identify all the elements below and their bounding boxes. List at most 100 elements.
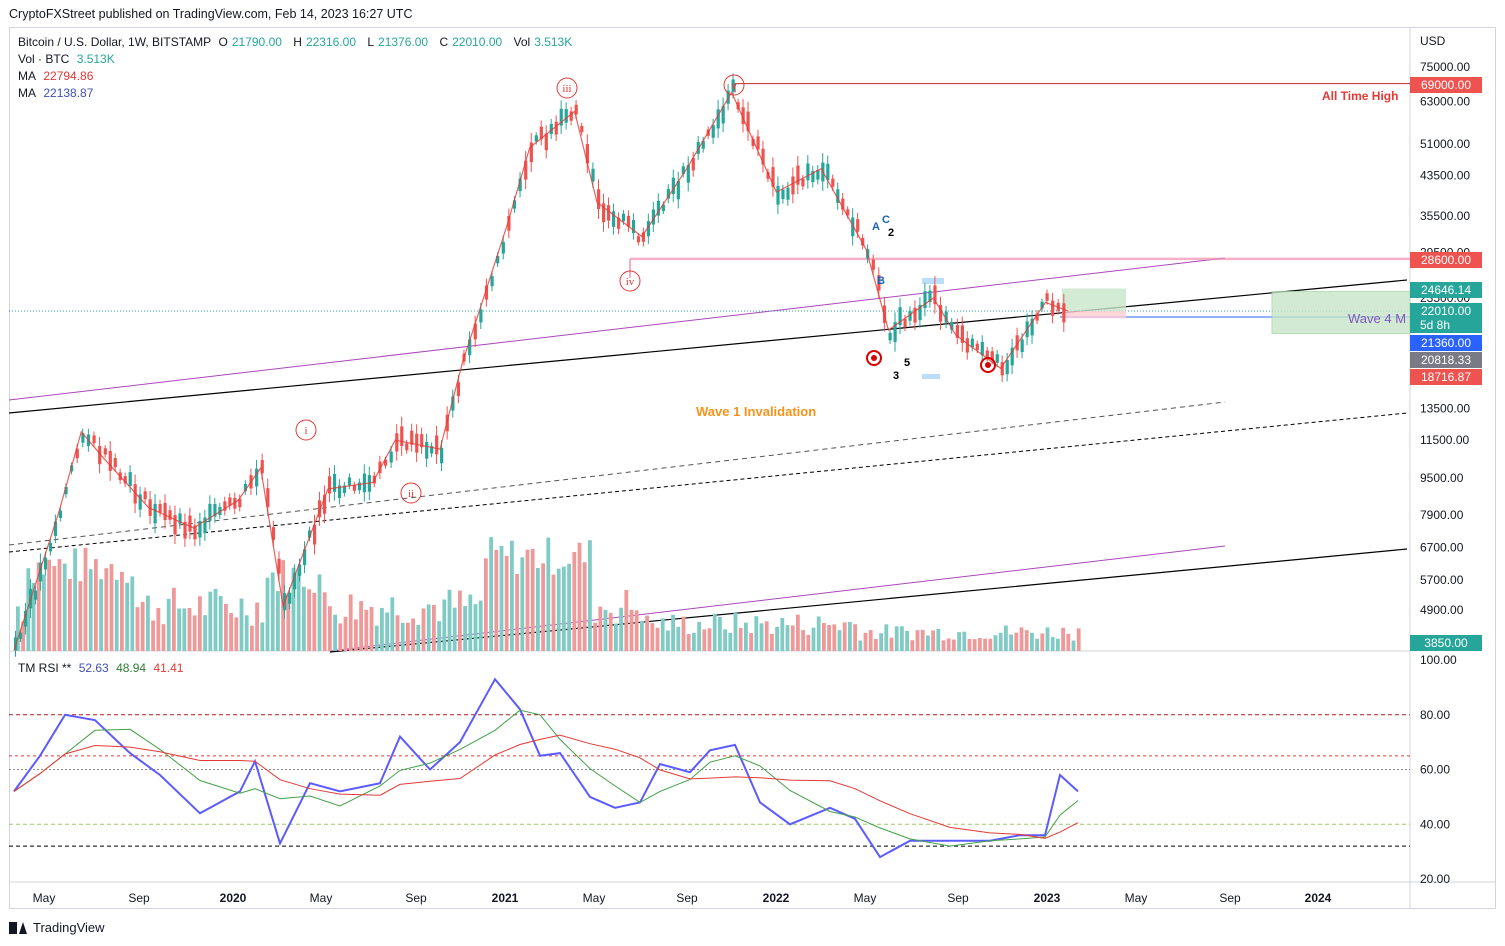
volume-bar bbox=[572, 552, 577, 651]
candle-body bbox=[317, 500, 322, 518]
time-tick: May bbox=[583, 891, 606, 905]
volume-bar bbox=[390, 597, 395, 651]
rsi-line bbox=[13, 677, 1079, 859]
volume-bar bbox=[686, 633, 691, 651]
candle-body bbox=[138, 494, 142, 510]
volume-bar bbox=[676, 626, 681, 651]
time-tick: May bbox=[33, 891, 56, 905]
volume-bar bbox=[556, 568, 561, 651]
volume-bar bbox=[458, 590, 462, 651]
volume-bar bbox=[166, 598, 171, 651]
volume-bar bbox=[229, 613, 233, 651]
candle-body bbox=[641, 232, 646, 242]
volume-bar bbox=[744, 622, 748, 651]
volume-bar bbox=[31, 582, 36, 651]
volume-bar bbox=[250, 625, 254, 651]
legend-ma2-label: MA bbox=[18, 86, 36, 100]
volume-bar bbox=[1061, 627, 1065, 651]
target-icon-center bbox=[985, 362, 991, 368]
price-tag-label: 24646.14 bbox=[1421, 283, 1471, 297]
volume-bar bbox=[853, 624, 857, 651]
candle-body bbox=[183, 521, 187, 539]
volume-bar bbox=[546, 537, 551, 651]
volume-bar bbox=[203, 615, 207, 651]
volume-bar bbox=[1004, 625, 1008, 651]
candle-body bbox=[950, 321, 954, 330]
candle-body bbox=[539, 126, 543, 140]
candle-body bbox=[918, 304, 922, 321]
candle-body bbox=[484, 285, 489, 300]
volume-bar bbox=[432, 604, 436, 651]
candle-body bbox=[307, 530, 312, 538]
candle-body bbox=[405, 443, 409, 451]
candle-body bbox=[985, 350, 989, 359]
candle-body bbox=[761, 148, 765, 165]
volume-bar bbox=[562, 566, 566, 651]
candle-body bbox=[490, 276, 494, 287]
candle-body bbox=[903, 318, 907, 327]
legend-ma2-value: 22138.87 bbox=[43, 86, 94, 100]
volume-bar bbox=[343, 616, 348, 651]
candle-body bbox=[631, 219, 636, 234]
volume-bar bbox=[364, 609, 369, 651]
candle-body bbox=[616, 217, 621, 229]
candle-body bbox=[303, 549, 307, 566]
volume-bar bbox=[328, 606, 332, 651]
candle-body bbox=[636, 236, 641, 243]
volume-bar bbox=[905, 630, 909, 651]
price-tag-bg bbox=[1410, 352, 1482, 368]
candle-body bbox=[389, 451, 393, 463]
time-tick: Sep bbox=[128, 891, 150, 905]
all-time-high-label: All Time High bbox=[1322, 89, 1398, 103]
footer[interactable]: TradingView bbox=[9, 920, 105, 935]
volume-bar bbox=[582, 562, 587, 651]
currency-label: USD bbox=[1420, 34, 1446, 48]
volume-bar bbox=[385, 612, 389, 651]
volume-bar bbox=[218, 596, 223, 651]
volume-bar bbox=[874, 639, 878, 651]
volume-bar bbox=[588, 540, 592, 651]
candle-body bbox=[913, 307, 917, 323]
candle-body bbox=[352, 484, 357, 491]
candle-body bbox=[332, 474, 337, 492]
volume-bar bbox=[322, 592, 327, 651]
candle-body bbox=[75, 448, 79, 459]
candle-body bbox=[756, 136, 760, 150]
volume-bar bbox=[848, 621, 852, 651]
volume-bar bbox=[208, 591, 213, 651]
volume-bar bbox=[827, 624, 831, 651]
time-tick: Sep bbox=[405, 891, 427, 905]
volume-bar bbox=[988, 638, 993, 651]
candle-body bbox=[646, 221, 651, 237]
price-tick: 43500.00 bbox=[1420, 168, 1470, 182]
volume-bar bbox=[972, 639, 977, 651]
volume-bar bbox=[634, 610, 639, 651]
candle-body bbox=[908, 311, 912, 321]
candle-body bbox=[173, 515, 177, 535]
time-tick: 2023 bbox=[1034, 891, 1061, 905]
time-tick: Sep bbox=[676, 891, 698, 905]
volume-bar bbox=[296, 569, 301, 651]
candle-body bbox=[751, 138, 755, 146]
candle-body bbox=[980, 341, 984, 356]
volume-bar bbox=[99, 579, 103, 651]
candle-body bbox=[92, 435, 96, 444]
price-tag-countdown: 5d 8h bbox=[1420, 318, 1450, 332]
volume-bar bbox=[577, 542, 582, 651]
volume-bar bbox=[754, 616, 759, 651]
time-tick: Sep bbox=[1219, 891, 1241, 905]
volume-bar bbox=[551, 574, 556, 651]
wave-mark-5: 5 bbox=[904, 357, 910, 369]
volume-bar bbox=[276, 590, 280, 651]
volume-bar bbox=[650, 623, 655, 651]
wave-label-iv: iv bbox=[626, 276, 635, 288]
price-tick: 63000.00 bbox=[1420, 95, 1470, 109]
time-tick: 2024 bbox=[1305, 891, 1332, 905]
rsi-tick: 20.00 bbox=[1420, 872, 1450, 886]
candle-body bbox=[518, 178, 522, 192]
volume-bar bbox=[187, 607, 192, 651]
volume-bar bbox=[619, 607, 623, 651]
candle-body bbox=[856, 219, 860, 232]
volume-bar bbox=[130, 576, 135, 651]
